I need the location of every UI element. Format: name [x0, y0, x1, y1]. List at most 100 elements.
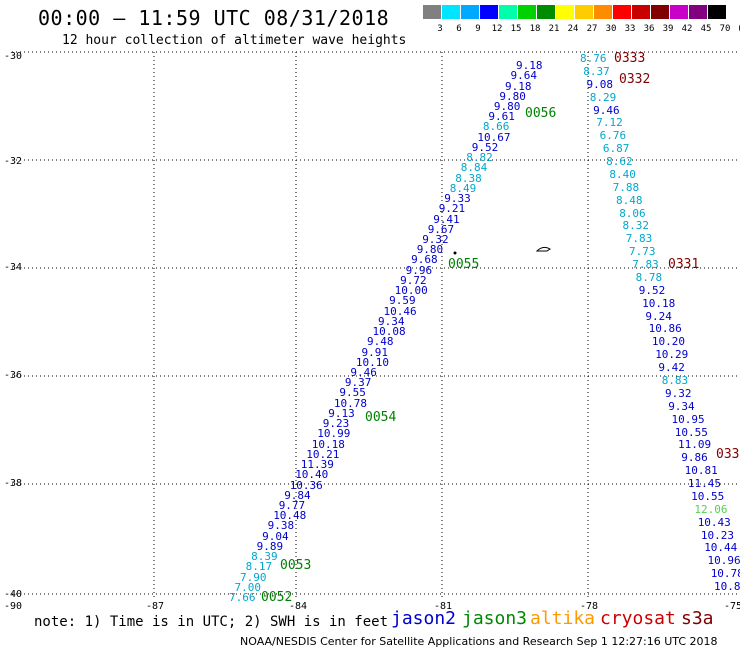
swh-value: 7.88: [612, 180, 640, 194]
swh-value: 9.33: [444, 192, 471, 205]
swh-value: 7.66: [229, 591, 256, 604]
track-time-label: 0053: [280, 558, 312, 573]
swh-value: 7.83: [632, 258, 659, 271]
swh-value: 8.37: [583, 64, 610, 78]
swh-value: 10.21: [306, 447, 340, 461]
swh-value: 8.29: [589, 90, 617, 104]
swh-value: 10.95: [671, 412, 705, 426]
track-time-label: 0054: [365, 410, 397, 425]
swh-value: 9.04: [262, 529, 289, 543]
swh-value: 9.41: [433, 212, 460, 226]
swh-value: 8.38: [455, 171, 482, 185]
lon-label: -90: [4, 601, 23, 612]
swh-value: 8.84: [460, 161, 488, 175]
swh-value: 9.64: [510, 69, 538, 83]
swh-value: 9.84: [284, 488, 311, 502]
legend-label: 30: [605, 24, 617, 34]
satellite-label-altika: altika: [530, 608, 596, 629]
track-time-label: 0052: [261, 590, 293, 605]
swh-value: 9.34: [668, 399, 695, 413]
credit-line: NOAA/NESDIS Center for Satellite Applica…: [240, 635, 718, 648]
legend-label: 27: [586, 24, 598, 34]
swh-value: 10.18: [311, 437, 345, 451]
lat-label: -36: [4, 370, 23, 381]
legend-swatch: [556, 5, 574, 19]
legend-swatch: [708, 5, 726, 19]
lon-label: -75: [724, 601, 740, 612]
legend-label: 70: [719, 24, 731, 34]
track-time-label: 0331: [668, 257, 700, 272]
track-time-label: 0055: [448, 257, 480, 272]
legend-label: 3: [437, 24, 443, 34]
swh-value: 7.83: [625, 232, 653, 246]
island-dot-icon: [453, 251, 457, 255]
swh-value: 9.96: [405, 263, 433, 277]
map-subtitle: 12 hour collection of altimeter wave hei…: [62, 33, 407, 48]
swh-value: 9.32: [665, 386, 692, 400]
swh-value: 9.48: [367, 335, 394, 349]
swh-value: 11.39: [300, 458, 334, 471]
swh-value: 9.59: [389, 294, 416, 308]
swh-value: 9.91: [361, 345, 389, 359]
swh-value: 8.06: [619, 206, 646, 220]
legend-label: 15: [510, 24, 522, 34]
swh-value: 9.32: [422, 232, 449, 246]
swh-value: 8.40: [609, 167, 636, 181]
track-time-label: 0056: [525, 106, 557, 121]
legend-label: 6: [456, 24, 462, 34]
legend-swatch: [480, 5, 498, 19]
swh-value: 9.68: [411, 253, 438, 267]
swh-value: 8.48: [616, 193, 643, 207]
swh-value: 8.82: [466, 151, 493, 165]
satellite-label-cryosat: cryosat: [600, 608, 676, 629]
swh-value: 6.87: [602, 142, 630, 156]
legend-swatch: [670, 5, 688, 19]
lat-label: -32: [4, 156, 23, 167]
legend-swatch: [613, 5, 631, 19]
swh-value: 9.37: [344, 376, 372, 390]
lon-label: -84: [289, 601, 308, 612]
legend-label: 33: [624, 24, 636, 34]
lat-label: -40: [4, 589, 23, 600]
swh-value: 12.06: [694, 502, 728, 516]
legend-swatch: [461, 5, 479, 19]
swh-value: 9.52: [471, 140, 499, 154]
swh-value: 7.12: [596, 116, 623, 130]
swh-value: 9.86: [681, 451, 708, 465]
legend-swatch: [518, 5, 536, 19]
legend-label: 36: [643, 24, 655, 34]
swh-value: 10.29: [655, 348, 689, 362]
swh-value: 9.80: [493, 99, 521, 113]
swh-value: 9.42: [658, 361, 685, 375]
swh-value: 8.49: [449, 181, 477, 195]
track-time-label: 033: [716, 447, 740, 462]
swh-value: 10.48: [273, 509, 307, 523]
swh-value: 10.18: [642, 296, 676, 310]
swh-value: 9.23: [322, 417, 350, 431]
swh-value: 10.36: [289, 478, 323, 492]
swh-value: 10.23: [700, 528, 735, 542]
swh-value: 10.86: [648, 322, 682, 336]
satellite-label-jason2: jason2: [391, 608, 457, 629]
swh-value: 10.67: [477, 130, 511, 144]
swh-value: 6.76: [599, 129, 627, 143]
swh-value: 10.46: [383, 304, 417, 318]
swh-value: 10.81: [684, 464, 718, 478]
legend-label: 24: [567, 24, 579, 34]
legend-swatch: [594, 5, 612, 19]
swh-value: 11.45: [687, 477, 722, 490]
swh-value: 9.21: [438, 202, 466, 216]
swh-value: 9.80: [499, 89, 526, 103]
swh-value: 9.77: [278, 498, 306, 512]
legend-unit: (ft): [735, 24, 740, 34]
lon-label: -87: [146, 601, 165, 612]
lon-label: -78: [580, 601, 599, 612]
satellite-label-jason3: jason3: [462, 608, 528, 629]
swh-value: 10.99: [317, 427, 351, 441]
swh-value: 9.80: [416, 243, 444, 257]
swh-value: 10.40: [295, 468, 329, 482]
swh-value: 7.90: [240, 570, 267, 584]
swh-value: 8.78: [635, 270, 663, 284]
swh-value: 8.39: [251, 550, 278, 564]
swh-value: 9.13: [328, 406, 355, 420]
